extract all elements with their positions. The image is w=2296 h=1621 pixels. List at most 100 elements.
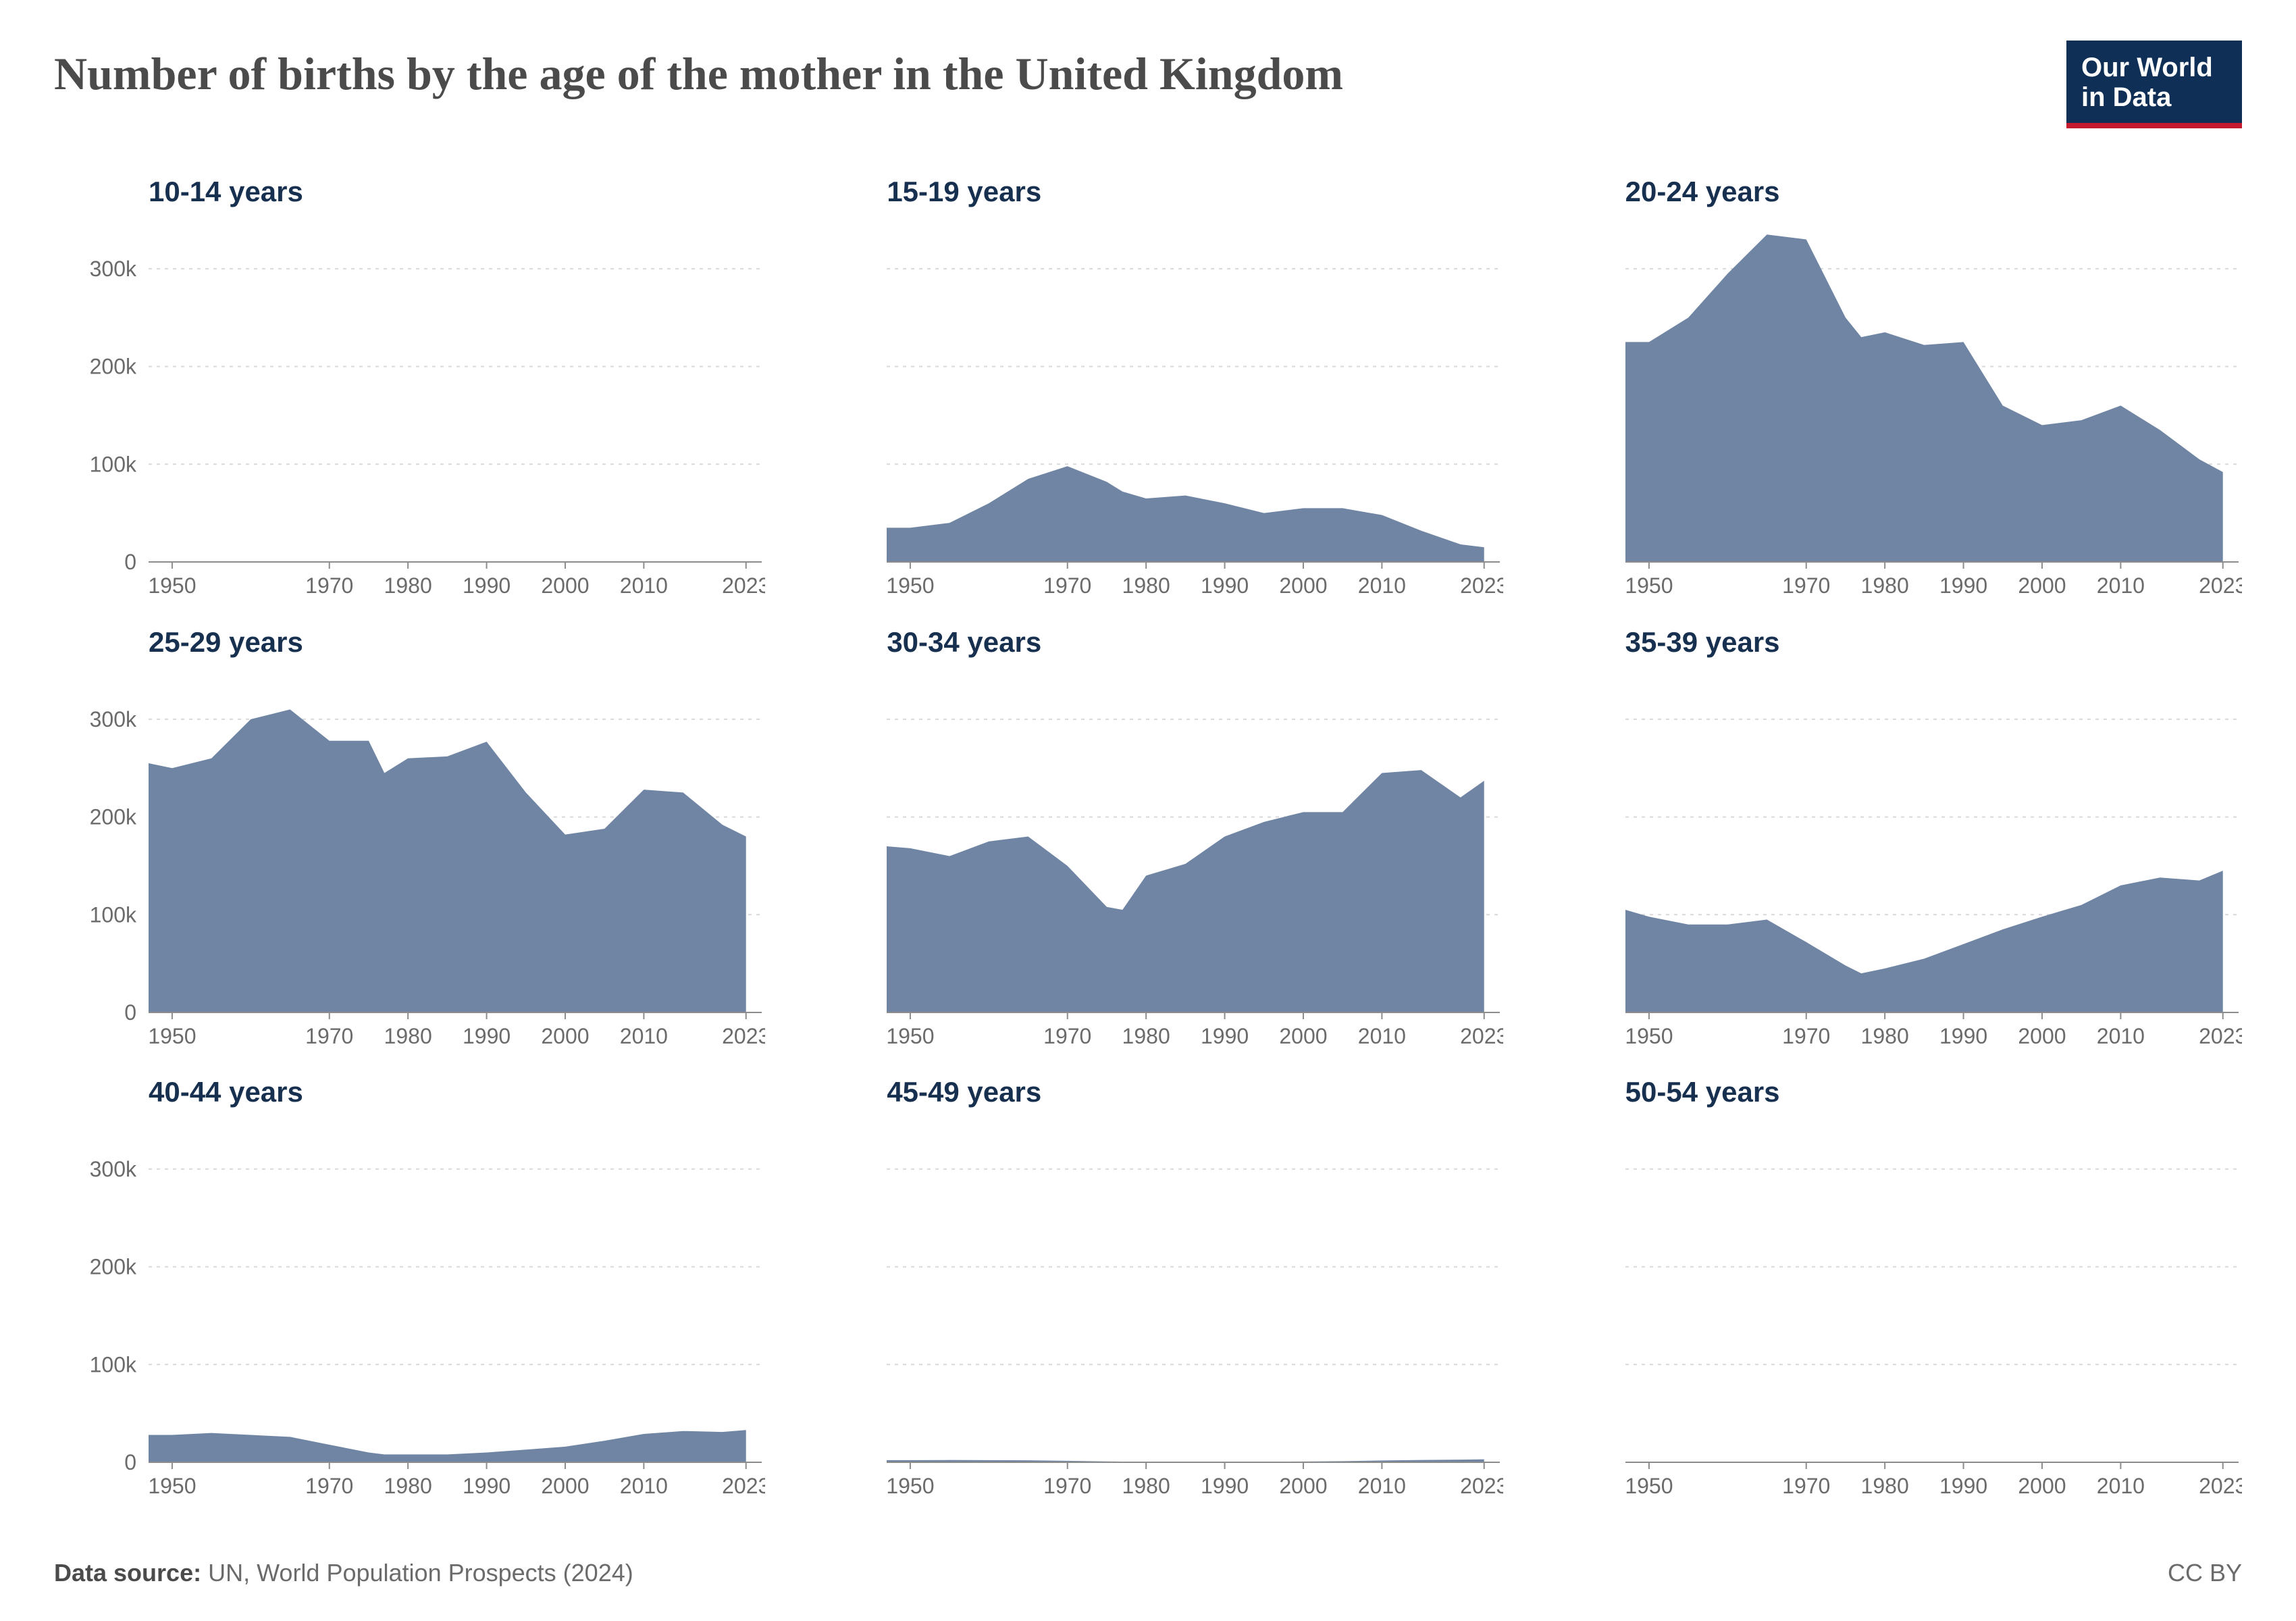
x-tick-label: 2023 [722, 1474, 765, 1498]
x-tick-label: 1970 [1782, 1474, 1830, 1498]
panel-title: 10-14 years [54, 176, 765, 216]
panel-title: 35-39 years [1531, 626, 2242, 667]
x-tick-label: 1990 [1201, 1024, 1249, 1048]
y-tick-label: 0 [124, 1450, 136, 1474]
source-label: Data source: [54, 1559, 201, 1587]
x-tick-label: 1970 [1043, 573, 1091, 598]
x-tick-label: 2000 [541, 573, 589, 598]
area-series [887, 466, 1484, 562]
chart-svg: 1950 1970 1980 1990 2000 2010 2023 [1531, 1123, 2242, 1499]
x-tick-label: 2010 [620, 1474, 668, 1498]
y-tick-label: 100k [90, 1353, 137, 1377]
y-tick-label: 100k [90, 902, 137, 927]
x-tick-label: 1950 [887, 1024, 935, 1048]
plot-area: 1950197019801990200020102023 [1531, 673, 2242, 1050]
x-tick-label: 2023 [1460, 1474, 1503, 1498]
x-tick-label: 2023 [2199, 573, 2242, 598]
x-tick-label: 1950 [1625, 1474, 1673, 1498]
x-tick-label: 2010 [2096, 1474, 2144, 1498]
facet-panel: 40-44 years19501970198019902000201020230… [54, 1076, 765, 1499]
x-tick-label: 1970 [1043, 1024, 1091, 1048]
x-tick-label: 2000 [2018, 1024, 2066, 1048]
x-tick-label: 1980 [1122, 1024, 1170, 1048]
x-tick-label: 1970 [1782, 573, 1830, 598]
plot-area: 19501970198019902000201020230100k200k300… [54, 673, 765, 1050]
logo-line2: in Data [2081, 82, 2227, 112]
plot-area: 1950 1970 1980 1990 2000 2010 2023 [1531, 223, 2242, 599]
y-tick-label: 200k [90, 355, 137, 379]
x-tick-label: 1950 [1625, 1024, 1673, 1048]
x-tick-label: 1980 [1860, 1024, 1908, 1048]
x-tick-label: 2000 [1280, 1474, 1328, 1498]
x-tick-label: 2000 [541, 1024, 589, 1048]
x-tick-label: 2000 [1280, 573, 1328, 598]
x-tick-label: 1970 [305, 1024, 353, 1048]
x-tick-label: 2023 [722, 573, 765, 598]
x-tick-label: 1970 [1782, 1024, 1830, 1048]
y-tick-label: 200k [90, 1255, 137, 1279]
panel-title: 50-54 years [1531, 1076, 2242, 1116]
x-tick-label: 1990 [1939, 573, 1987, 598]
x-tick-label: 1970 [1043, 1474, 1091, 1498]
plot-area: 1950197019801990200020102023 [792, 223, 1503, 599]
x-tick-label: 1990 [1939, 1024, 1987, 1048]
footer: Data source: UN, World Population Prospe… [54, 1559, 2242, 1587]
panel-title: 25-29 years [54, 626, 765, 667]
panel-title: 20-24 years [1531, 176, 2242, 216]
chart-svg: 1950 1970 1980 1990 2000 2010 2023 [792, 1123, 1503, 1499]
area-series [1625, 871, 2223, 1012]
logo-line1: Our World [2081, 53, 2227, 82]
x-tick-label: 1990 [463, 1474, 511, 1498]
y-tick-label: 300k [90, 707, 137, 731]
plot-area: 1950 1970 1980 1990 2000 2010 2023 [792, 1123, 1503, 1499]
x-tick-label: 1970 [305, 573, 353, 598]
x-tick-label: 1980 [384, 1024, 432, 1048]
chart-page: Number of births by the age of the mothe… [0, 0, 2296, 1621]
x-tick-label: 2000 [2018, 1474, 2066, 1498]
x-tick-label: 1980 [384, 1474, 432, 1498]
x-tick-label: 1990 [1939, 1474, 1987, 1498]
panel-title: 45-49 years [792, 1076, 1503, 1116]
x-tick-label: 2023 [2199, 1474, 2242, 1498]
x-tick-label: 1990 [1201, 573, 1249, 598]
x-tick-label: 2010 [2096, 573, 2144, 598]
facet-panel: 30-34 years1950197019801990200020102023 [792, 626, 1503, 1050]
facet-panel: 15-19 years1950197019801990200020102023 [792, 176, 1503, 599]
x-tick-label: 2000 [2018, 573, 2066, 598]
panel-title: 40-44 years [54, 1076, 765, 1116]
x-tick-label: 1980 [384, 573, 432, 598]
plot-area: 1950 1970 1980 1990 2000 2010 2023 [1531, 1123, 2242, 1499]
x-tick-label: 1980 [1122, 573, 1170, 598]
facet-panel: 25-29 years19501970198019902000201020230… [54, 626, 765, 1050]
x-tick-label: 2023 [2199, 1024, 2242, 1048]
x-tick-label: 1980 [1860, 1474, 1908, 1498]
panel-title: 15-19 years [792, 176, 1503, 216]
y-tick-label: 100k [90, 452, 137, 476]
chart-svg: 1950197019801990200020102023 [792, 223, 1503, 599]
y-tick-label: 0 [124, 550, 136, 574]
x-tick-label: 2000 [1280, 1024, 1328, 1048]
x-tick-label: 2023 [1460, 573, 1503, 598]
x-tick-label: 2023 [1460, 1024, 1503, 1048]
x-tick-label: 2010 [1358, 1024, 1406, 1048]
x-tick-label: 2023 [722, 1024, 765, 1048]
facet-panel: 50-54 years 1950 1970 1980 1990 2000 2010 2023 [1531, 1076, 2242, 1499]
license-label: CC BY [2168, 1559, 2242, 1587]
area-series [887, 770, 1484, 1012]
x-tick-label: 1990 [1201, 1474, 1249, 1498]
x-tick-label: 2010 [620, 1024, 668, 1048]
owid-logo: Our World in Data [2066, 41, 2242, 128]
x-tick-label: 1950 [148, 1474, 196, 1498]
y-tick-label: 200k [90, 804, 137, 829]
x-tick-label: 1950 [887, 1474, 935, 1498]
x-tick-label: 1950 [1625, 573, 1673, 598]
chart-svg: 1950197019801990200020102023 [1531, 673, 2242, 1050]
x-tick-label: 2010 [1358, 1474, 1406, 1498]
x-tick-label: 1980 [1860, 573, 1908, 598]
plot-area: 19501970198019902000201020230100k200k300… [54, 1123, 765, 1499]
x-tick-label: 1980 [1122, 1474, 1170, 1498]
x-tick-label: 2000 [541, 1474, 589, 1498]
x-tick-label: 1950 [887, 573, 935, 598]
x-tick-label: 1990 [463, 1024, 511, 1048]
x-tick-label: 1990 [463, 573, 511, 598]
